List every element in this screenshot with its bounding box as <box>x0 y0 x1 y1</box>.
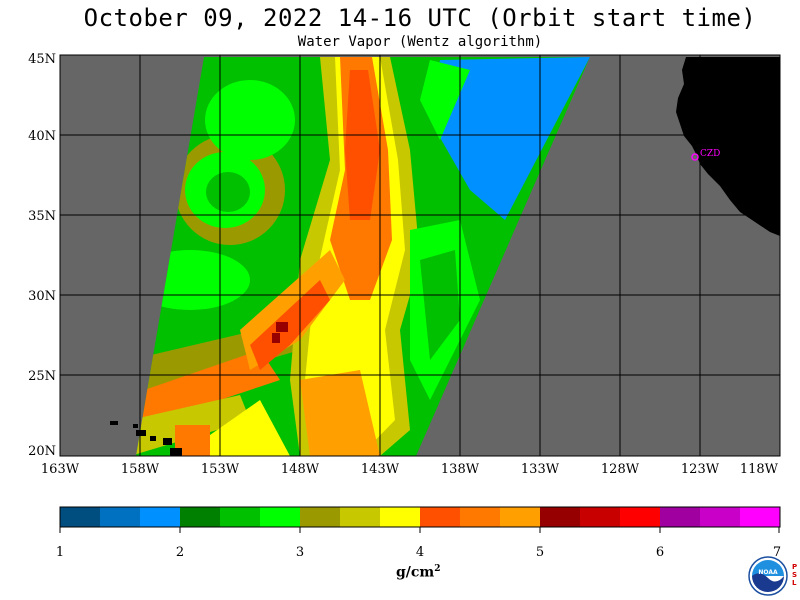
svg-text:NOAA: NOAA <box>758 569 778 576</box>
lon-label: 148W <box>281 462 320 477</box>
lat-label: 20N <box>28 444 56 459</box>
lat-label: 40N <box>28 129 56 144</box>
lon-label: 128W <box>601 462 640 477</box>
land-mass <box>676 57 780 236</box>
colorbar-swatch <box>260 507 301 527</box>
colorbar-swatch <box>420 507 461 527</box>
lon-label: 153W <box>201 462 240 477</box>
colorbar-tick-label: 6 <box>656 545 664 560</box>
colorbar-swatch <box>380 507 421 527</box>
longitude-labels: 163W 158W 153W 148W 143W 138W 133W 128W … <box>41 462 779 477</box>
latitude-labels: 45N 40N 35N 30N 25N 20N <box>28 52 56 459</box>
colorbar-ticks <box>59 527 780 533</box>
lat-label: 45N <box>28 52 56 67</box>
lon-label: 158W <box>121 462 160 477</box>
colorbar-tick-label: 2 <box>176 545 184 560</box>
colorbar-unit: g/cm2 <box>396 564 441 581</box>
lat-label: 25N <box>28 369 56 384</box>
colorbar-swatch <box>700 507 741 527</box>
colorbar-swatch <box>460 507 501 527</box>
colorbar-swatch <box>180 507 221 527</box>
colorbar-swatch <box>60 507 101 527</box>
map-frame <box>59 54 781 457</box>
colorbar-tick-label: 7 <box>773 545 781 560</box>
lon-label: 123W <box>681 462 720 477</box>
colorbar-swatch <box>340 507 381 527</box>
colorbar-tick-label: 1 <box>56 545 64 560</box>
noaa-logo: NOAA <box>748 556 788 596</box>
colorbar-swatch <box>500 507 541 527</box>
lon-label: 133W <box>521 462 560 477</box>
lon-label: 143W <box>361 462 400 477</box>
graticule <box>60 55 780 456</box>
lon-label: 118W <box>740 462 779 477</box>
colorbar-swatch <box>620 507 661 527</box>
colorbar-swatch <box>540 507 581 527</box>
lon-label: 138W <box>441 462 480 477</box>
colorbar-tick-label: 3 <box>296 545 304 560</box>
hawaiian-islands <box>110 421 182 456</box>
map-subtitle: Water Vapor (Wentz algorithm) <box>297 34 543 50</box>
lon-label: 163W <box>41 462 80 477</box>
colorbar-swatch <box>300 507 341 527</box>
lat-label: 35N <box>28 209 56 224</box>
station-label: CZD <box>700 149 720 159</box>
colorbar <box>60 507 781 527</box>
colorbar-swatch <box>100 507 141 527</box>
station-marker <box>691 153 699 161</box>
colorbar-swatch <box>740 507 781 527</box>
lat-label: 30N <box>28 289 56 304</box>
colorbar-tick-label: 4 <box>416 545 424 560</box>
colorbar-swatch <box>660 507 701 527</box>
colorbar-swatch <box>140 507 181 527</box>
colorbar-swatch <box>220 507 261 527</box>
colorbar-swatch <box>580 507 621 527</box>
colorbar-tick-label: 5 <box>536 545 544 560</box>
colorbar-labels: 1 2 3 4 5 6 7 <box>56 545 781 560</box>
map-title: October 09, 2022 14-16 UTC (Orbit start … <box>83 4 757 32</box>
